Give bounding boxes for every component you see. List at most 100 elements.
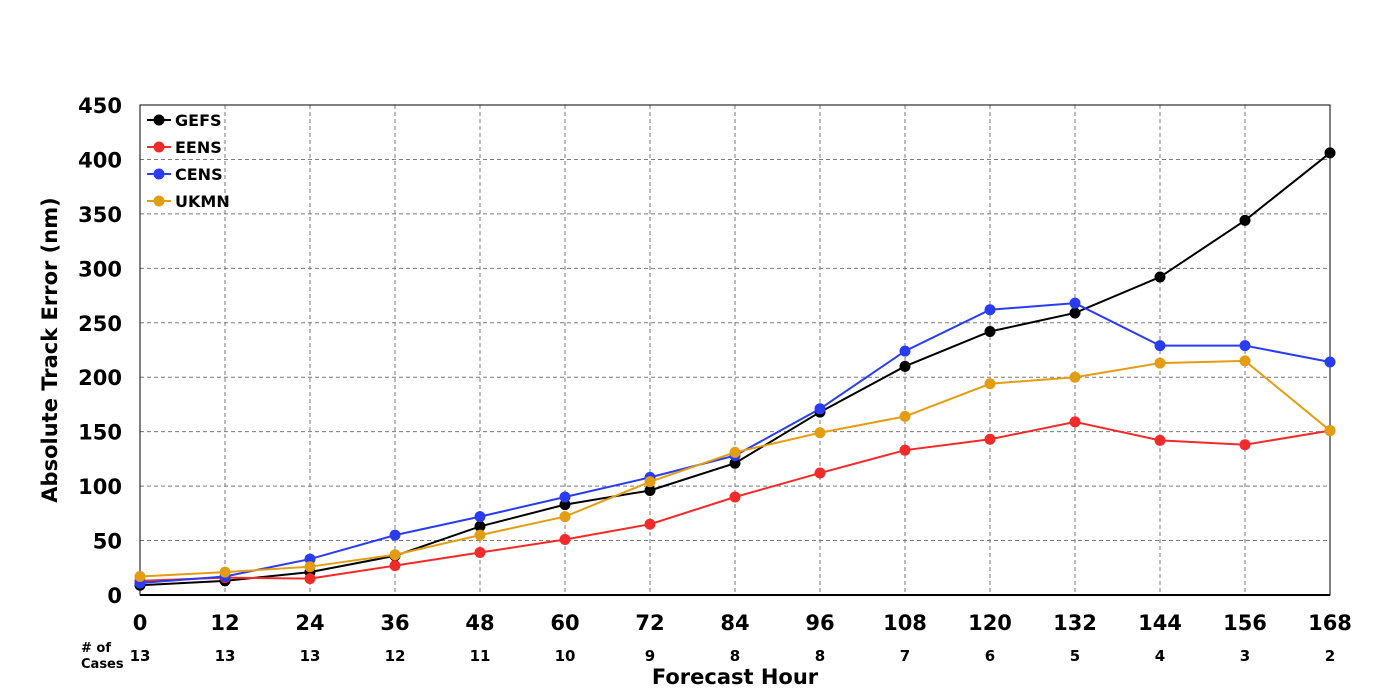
data-point [1324,356,1336,368]
data-point [1154,271,1166,283]
case-count-label: 9 [645,647,655,665]
data-point [474,520,486,532]
data-point [219,566,231,578]
y-tick-label: 200 [78,366,122,390]
case-count-label: 8 [730,647,740,665]
case-count-label: 7 [900,647,910,665]
data-point [1324,147,1336,159]
y-tick-labels: 0 50 100 150 200 250 300 350 400 450 [78,94,122,608]
case-count-label: 4 [1155,647,1165,665]
data-point [389,549,401,561]
data-point [1239,355,1251,367]
legend-label: UKMN [175,192,230,211]
data-point [814,403,826,415]
legend-label: GEFS [175,111,222,130]
data-point [1069,297,1081,309]
case-count-label: 13 [300,647,321,665]
axes [139,104,1331,596]
data-point [1069,307,1081,319]
x-tick-label: 36 [380,611,409,635]
data-point [729,446,741,458]
legend-entry-ukmn: UKMN [147,192,230,211]
data-point [1239,439,1251,451]
data-point [1069,416,1081,428]
x-tick-label: 144 [1138,611,1182,635]
case-count-label: 6 [985,647,995,665]
y-tick-label: 150 [78,421,122,445]
x-tick-label: 132 [1053,611,1097,635]
case-count-label: 13 [215,647,236,665]
legend-marker [153,195,165,207]
data-point [984,433,996,445]
data-point [984,378,996,390]
y-tick-label: 100 [78,475,122,499]
case-count-label: 11 [470,647,491,665]
x-tick-labels: 0 12 24 36 48 60 72 84 96 108 120 132 144 156 168 [133,611,1352,635]
data-point [559,511,571,523]
series [134,147,1336,591]
x-tick-label: 0 [133,611,148,635]
data-point [1239,214,1251,226]
series-ukmn [134,355,1336,582]
case-count-label: 2 [1325,647,1335,665]
legend-label: EENS [175,138,222,157]
case-count-label: 5 [1070,647,1080,665]
data-point [559,533,571,545]
x-tick-label: 84 [720,611,749,635]
y-tick-label: 250 [78,312,122,336]
x-tick-label: 12 [210,611,239,635]
data-point [644,518,656,530]
data-point [389,560,401,572]
data-point [474,511,486,523]
case-count-label: 13 [130,647,151,665]
data-point [644,476,656,488]
x-tick-label: 96 [805,611,834,635]
data-point [1324,425,1336,437]
y-tick-label: 350 [78,203,122,227]
case-count-label: 10 [555,647,576,665]
case-count-label: 8 [815,647,825,665]
data-point [899,345,911,357]
data-point [559,491,571,503]
legend-marker [153,114,165,126]
cases-row: 13 13 13 12 11 10 9 8 8 7 6 5 4 3 2 # of Cases [81,641,1335,672]
y-axis-title: Absolute Track Error (nm) [38,197,62,502]
data-point [899,444,911,456]
data-point [1154,357,1166,369]
data-point [1239,340,1251,352]
legend-marker [153,168,165,180]
data-point [899,360,911,372]
x-tick-label: 24 [295,611,324,635]
legend: GEFS EENS CENS UKMN [147,111,230,211]
data-point [644,484,656,496]
case-count-label: 3 [1240,647,1250,665]
data-point [1154,434,1166,446]
y-tick-label: 450 [78,94,122,118]
cases-row-title: # of Cases [81,641,124,672]
x-axis-title: Forecast Hour [652,665,819,689]
data-point [304,561,316,573]
y-tick-label: 0 [107,584,122,608]
x-tick-label: 108 [883,611,927,635]
x-tick-label: 156 [1223,611,1267,635]
data-point [984,304,996,316]
data-point [304,573,316,585]
legend-entry-cens: CENS [147,165,223,184]
case-count-label: 12 [385,647,406,665]
legend-entry-gefs: GEFS [147,111,222,130]
data-point [304,553,316,565]
x-tick-label: 60 [550,611,579,635]
y-tick-label: 400 [78,148,122,172]
x-tick-label: 168 [1308,611,1352,635]
y-tick-label: 50 [93,530,122,554]
data-point [729,457,741,469]
data-point [729,491,741,503]
data-point [814,467,826,479]
data-point [814,427,826,439]
data-point [134,570,146,582]
data-point [474,547,486,559]
data-point [899,410,911,422]
x-tick-label: 120 [968,611,1012,635]
data-point [559,499,571,511]
legend-label: CENS [175,165,223,184]
